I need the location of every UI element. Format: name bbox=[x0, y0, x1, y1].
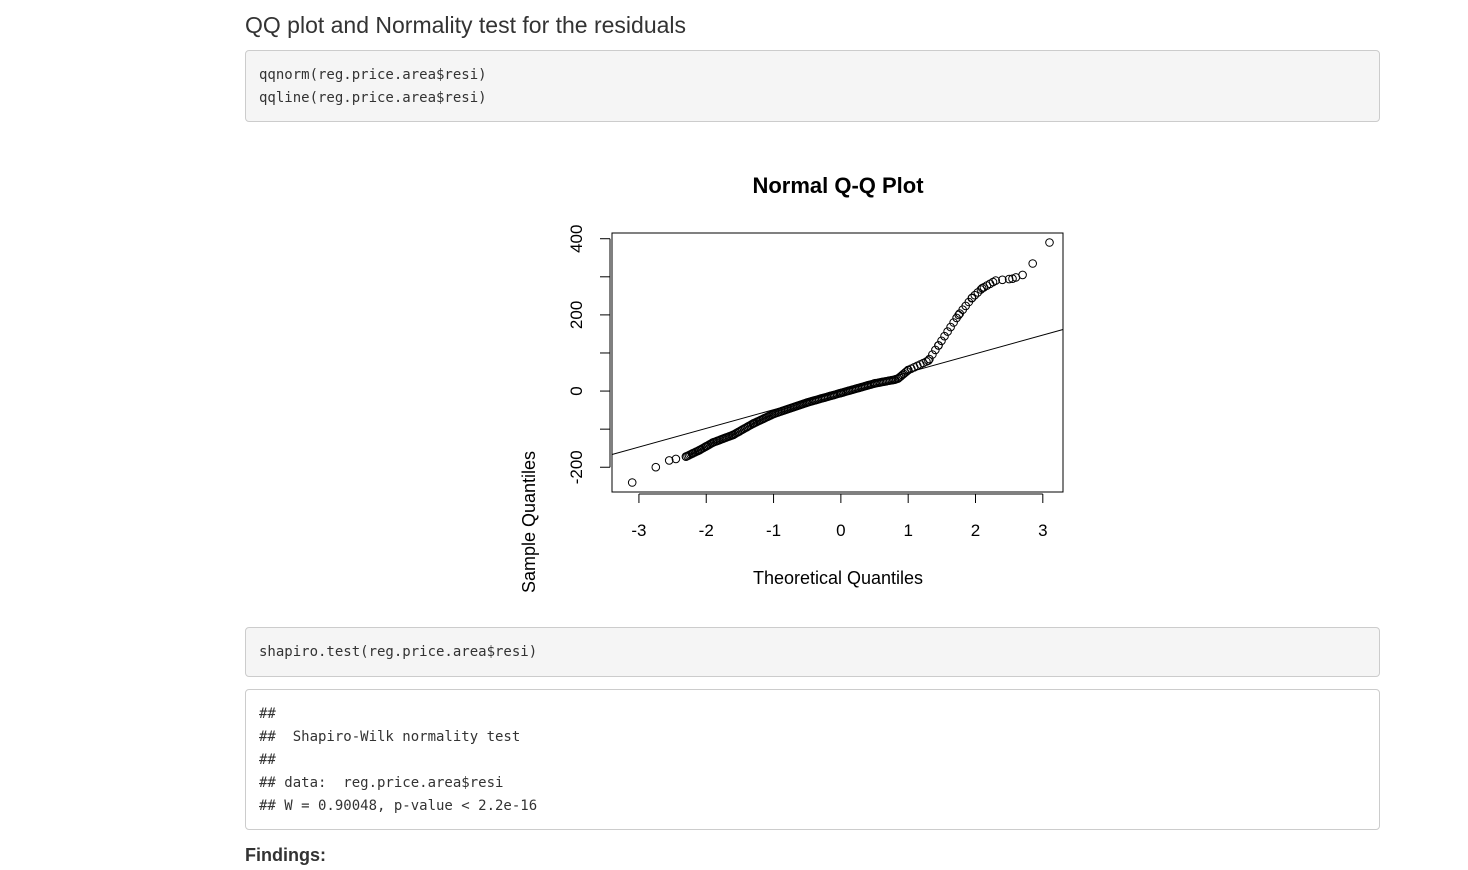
y-tick-label: -200 bbox=[567, 450, 586, 484]
y-axis: -200 0 200 400 bbox=[567, 225, 611, 484]
y-tick-label: 200 bbox=[567, 301, 586, 329]
x-tick-label: 3 bbox=[1038, 521, 1047, 540]
data-point bbox=[1018, 270, 1027, 280]
output-line: ## W = 0.90048, p-value < 2.2e-16 bbox=[259, 798, 538, 814]
output-line: ## bbox=[259, 706, 276, 722]
x-tick-label: 1 bbox=[903, 521, 912, 540]
data-point bbox=[998, 275, 1007, 285]
chart-title: Normal Q-Q Plot bbox=[752, 173, 924, 198]
qq-plot-figure: Normal Q-Q Plot Theoretical Quantiles Sa… bbox=[500, 160, 1100, 600]
x-axis-label: Theoretical Quantiles bbox=[753, 568, 923, 588]
output-line: ## Shapiro-Wilk normality test bbox=[259, 729, 521, 745]
data-point bbox=[651, 462, 661, 472]
data-point bbox=[970, 290, 980, 300]
data-point bbox=[934, 341, 943, 350]
output-line: ## bbox=[259, 752, 276, 768]
code-block-shapiro: shapiro.test(reg.price.area$resi) bbox=[245, 627, 1380, 677]
y-tick-label: 0 bbox=[567, 386, 586, 395]
x-tick-label: 2 bbox=[971, 521, 980, 540]
data-point bbox=[949, 318, 958, 327]
data-point bbox=[946, 322, 955, 332]
data-point bbox=[943, 327, 952, 336]
code-line: shapiro.test(reg.price.area$resi) bbox=[259, 644, 538, 660]
data-point bbox=[931, 345, 940, 355]
output-block-shapiro: ## ## Shapiro-Wilk normality test ## ## dat… bbox=[245, 689, 1380, 830]
plot-frame bbox=[611, 232, 1064, 493]
qq-plot-chart: Normal Q-Q Plot Theoretical Quantiles Sa… bbox=[519, 173, 1064, 593]
data-point bbox=[977, 283, 987, 293]
data-point bbox=[627, 478, 637, 487]
x-tick-label: -1 bbox=[766, 521, 781, 540]
data-point bbox=[991, 276, 1001, 285]
output-line: ## data: reg.price.area$resi bbox=[259, 775, 504, 791]
section-title: QQ plot and Normality test for the resid… bbox=[245, 12, 687, 38]
data-point bbox=[937, 336, 946, 346]
data-point bbox=[940, 331, 949, 341]
qq-reference-line bbox=[611, 328, 1064, 456]
code-line: qqnorm(reg.price.area$resi) bbox=[259, 67, 487, 83]
x-tick-label: -2 bbox=[699, 521, 714, 540]
data-point bbox=[967, 293, 977, 303]
reference-line-group bbox=[611, 328, 1064, 456]
code-line: qqline(reg.price.area$resi) bbox=[259, 90, 487, 106]
data-point bbox=[1028, 259, 1038, 268]
x-axis: -3 -2 -1 0 1 2 3 bbox=[631, 493, 1048, 540]
y-axis-label: Sample Quantiles bbox=[519, 451, 539, 593]
findings-heading: Findings: bbox=[245, 845, 326, 865]
y-tick-label: 400 bbox=[567, 225, 586, 253]
data-point bbox=[1045, 238, 1054, 247]
x-tick-label: -3 bbox=[631, 521, 646, 540]
data-point bbox=[924, 356, 933, 365]
data-point bbox=[925, 354, 934, 364]
code-block-qqplot: qqnorm(reg.price.area$resi) qqline(reg.pr… bbox=[245, 50, 1380, 122]
x-tick-label: 0 bbox=[836, 521, 845, 540]
data-point bbox=[928, 350, 937, 359]
data-point bbox=[664, 456, 674, 465]
data-points bbox=[627, 238, 1054, 487]
data-point bbox=[976, 285, 986, 294]
data-point bbox=[671, 454, 681, 464]
